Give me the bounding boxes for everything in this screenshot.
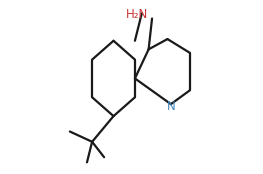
Text: N: N [167,100,176,113]
Text: H₂N: H₂N [126,8,149,21]
